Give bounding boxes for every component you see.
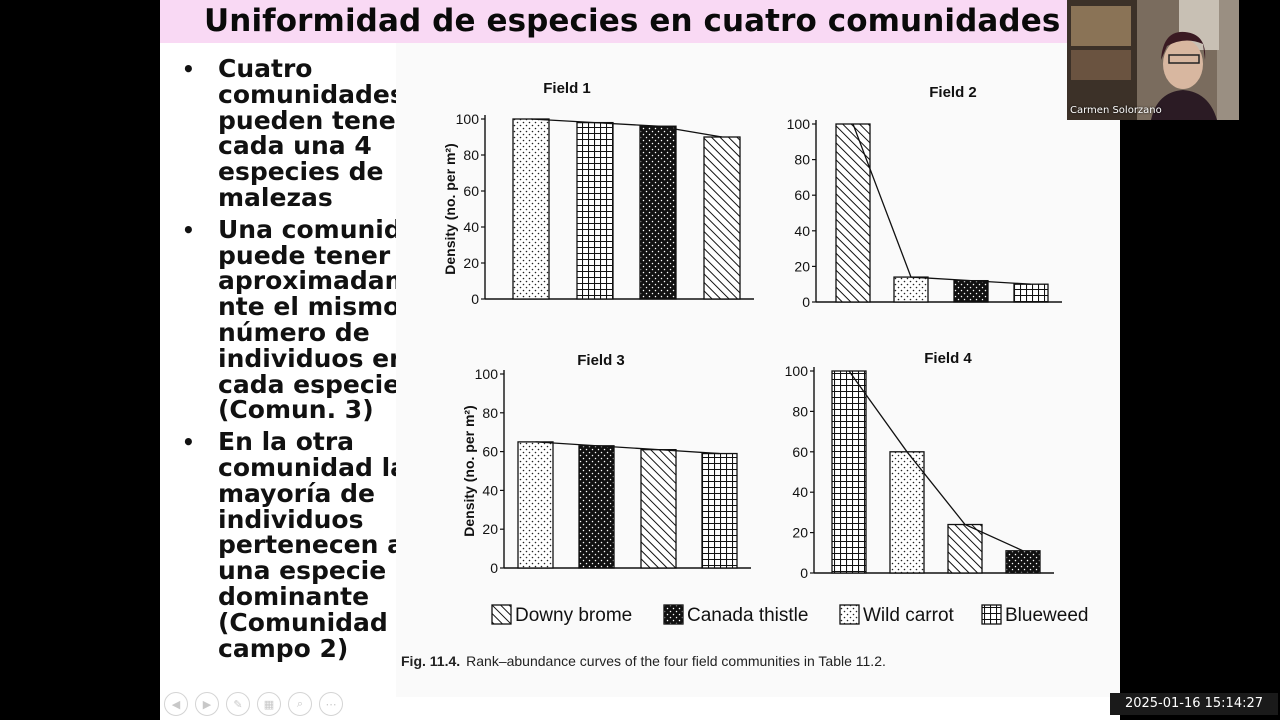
y-tick-label: 20 [792, 525, 808, 541]
y-tick-label: 40 [792, 484, 808, 500]
rank-abundance-line [535, 441, 720, 455]
y-tick-label: 0 [471, 291, 479, 307]
bar-canada-thistle [953, 279, 989, 303]
timestamp: 2025-01-16 15:14:27 [1110, 693, 1278, 715]
bullet-item: • Cuatro comunidades pueden tener cada u… [180, 56, 450, 211]
bar-wild-carrot [512, 118, 550, 300]
chart-legend: Downy brome Canada thistle Wild carrot Blue… [491, 604, 1088, 626]
webcam-name: Carmen Solorzano [1070, 105, 1162, 116]
presentation-slide: Uniformidad de especies en cuatro comuni… [160, 0, 1120, 720]
bar-downy-brome [835, 123, 871, 303]
legend-label: Blueweed [1005, 605, 1088, 626]
play-icon[interactable]: ▶ [195, 692, 219, 716]
bar-wild-carrot [889, 451, 925, 574]
legend-label: Downy brome [515, 605, 632, 626]
figure-caption-text: Rank–abundance curves of the four field … [466, 653, 886, 669]
chart-title: Field 2 [929, 84, 977, 101]
legend-swatch [491, 604, 512, 625]
webcam-feed-picture [1067, 0, 1239, 120]
y-tick-label: 80 [792, 403, 808, 419]
bar-canada-thistle [639, 125, 677, 300]
bar-wild-carrot [893, 276, 929, 303]
bar-blueweed [576, 121, 614, 300]
chart-title: Field 4 [924, 350, 972, 367]
bullet-dot-icon: • [182, 217, 195, 242]
zoom-icon[interactable]: ⌕ [288, 692, 312, 716]
title-band: Uniformidad de especies en cuatro comuni… [160, 0, 1120, 43]
webcam-tile: Carmen Solorzano [1067, 0, 1239, 120]
rank-abundance-line [852, 123, 1032, 285]
slide-title: Uniformidad de especies en cuatro comuni… [204, 3, 1061, 39]
slides-grid-icon[interactable]: ▦ [257, 692, 281, 716]
bar-blueweed [831, 370, 867, 574]
y-tick-label: 40 [482, 482, 498, 498]
y-tick-label: 20 [482, 521, 498, 537]
more-options-icon[interactable]: ⋯ [319, 692, 343, 716]
bar-downy-brome [640, 449, 677, 569]
y-tick-label: 100 [456, 111, 480, 127]
legend-item: Downy brome [491, 604, 632, 626]
bar-blueweed [1013, 283, 1049, 303]
bar-wild-carrot [517, 441, 554, 569]
y-tick-label: 60 [463, 183, 479, 199]
bar-canada-thistle [1005, 550, 1041, 574]
bar-downy-brome [703, 136, 741, 300]
bullet-text: Cuatro comunidades pueden tener cada una… [218, 54, 408, 212]
chart-panel-2: Field 2 0 20 40 60 80 100 [787, 84, 1062, 310]
pen-icon[interactable]: ✎ [226, 692, 250, 716]
legend-label: Wild carrot [863, 605, 955, 626]
legend-swatch [839, 604, 860, 625]
y-tick-label: 100 [787, 116, 811, 132]
y-tick-label: 40 [463, 219, 479, 235]
figure-caption-label: Fig. 11.4. [401, 653, 460, 669]
y-tick-label: 0 [490, 560, 498, 576]
figure-rank-abundance: Field 1 0 20 40 60 80 100 Density (no. per m²) F… [396, 43, 1120, 697]
bullet-text: En la otra comunidad la mayoría de indiv… [218, 427, 414, 663]
bullet-dot-icon: • [182, 430, 195, 455]
y-tick-label: 20 [794, 258, 810, 274]
chart-panel-3: Field 3 0 20 40 60 80 100 Density (no. per m²) [461, 352, 751, 576]
y-tick-label: 60 [792, 444, 808, 460]
chart-title: Field 1 [543, 80, 591, 97]
legend-item: Blueweed [981, 604, 1088, 626]
legend-label: Canada thistle [687, 605, 808, 626]
arrow-left-icon[interactable]: ◀ [164, 692, 188, 716]
legend-swatch [663, 604, 684, 625]
bullet-dot-icon: • [182, 57, 195, 81]
bar-downy-brome [947, 523, 983, 574]
y-tick-label: 80 [482, 405, 498, 421]
rank-abundance-line [848, 370, 1024, 552]
chart-panel-4: Field 4 0 20 40 60 80 100 [785, 350, 1054, 581]
y-tick-label: 0 [802, 294, 810, 310]
y-tick-label: 20 [463, 255, 479, 271]
legend-item: Canada thistle [663, 604, 808, 626]
rank-abundance-line [530, 118, 723, 138]
figure-caption: Fig. 11.4. Rank–abundance curves of the f… [401, 653, 886, 669]
y-tick-label: 60 [482, 444, 498, 460]
y-tick-label: 100 [475, 366, 499, 382]
bar-blueweed [701, 452, 738, 569]
y-tick-label: 80 [463, 147, 479, 163]
legend-item: Wild carrot [839, 604, 955, 626]
y-axis-label: Density (no. per m²) [461, 405, 477, 536]
legend-swatch [981, 604, 1002, 625]
y-axis-label: Density (no. per m²) [442, 143, 458, 274]
bar-canada-thistle [578, 445, 615, 569]
y-tick-label: 0 [800, 565, 808, 581]
y-tick-label: 100 [785, 363, 809, 379]
y-tick-label: 40 [794, 223, 810, 239]
slideshow-controls: ◀ ▶ ✎ ▦ ⌕ ⋯ [164, 692, 343, 716]
y-tick-label: 60 [794, 187, 810, 203]
chart-panel-1: Field 1 0 20 40 60 80 100 Density (no. per m²) [442, 80, 754, 307]
y-tick-label: 80 [794, 152, 810, 168]
chart-title: Field 3 [577, 352, 625, 369]
